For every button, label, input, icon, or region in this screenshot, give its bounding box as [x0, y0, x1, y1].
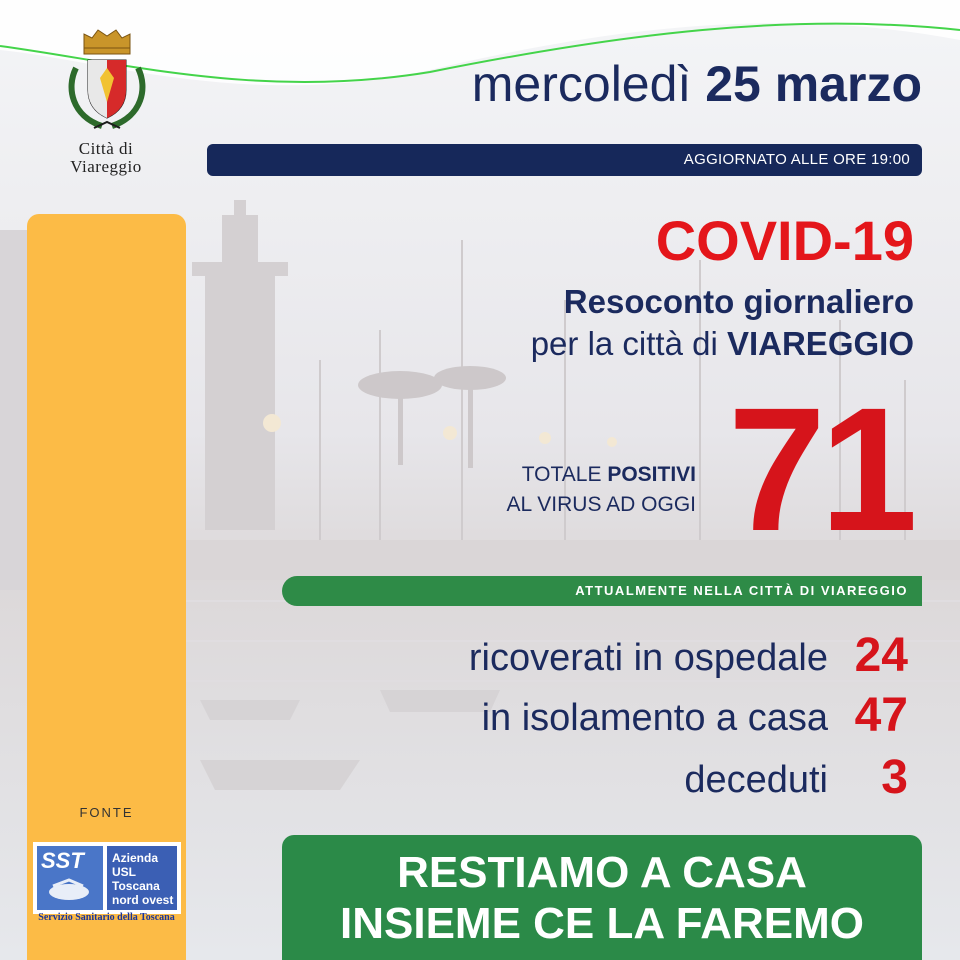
- logo-line1: Azienda: [112, 851, 158, 865]
- report-subtitle: Resoconto giornaliero: [563, 283, 914, 320]
- left-accent-strip: [27, 214, 186, 960]
- update-time-text: AGGIORNATO ALLE ORE 19:00: [683, 151, 910, 168]
- subtitle-prefix: per la città di: [530, 325, 718, 362]
- source-label: FONTE: [79, 805, 134, 820]
- total-positive-value: 71: [728, 372, 918, 568]
- logo-line2: USL: [112, 865, 136, 879]
- logo-line4: nord ovest: [112, 893, 173, 907]
- total-label-c: AL VIRUS AD OGGI: [506, 493, 696, 516]
- city-name-line1: Città di: [78, 139, 134, 158]
- total-positive-label: TOTALE POSITIVI AL VIRUS AD OGGI: [507, 460, 696, 520]
- day-name: mercoledì: [471, 56, 692, 112]
- source-caption: Servizio Sanitario della Toscana: [38, 912, 175, 923]
- covid-title: COVID-19: [655, 209, 914, 272]
- stat-value-isolated: 47: [854, 689, 908, 742]
- total-label-b: POSITIVI: [607, 463, 696, 486]
- sst-usl-logo: SST Azienda USL Toscana nord ovest: [33, 842, 181, 914]
- date-value: 25 marzo: [705, 56, 922, 112]
- report-subtitle-city: per la città di VIAREGGIO: [531, 324, 914, 364]
- section-bar: ATTUALMENTE NELLA CITTÀ DI VIAREGGIO: [282, 576, 922, 606]
- section-bar-text: ATTUALMENTE NELLA CITTÀ DI VIAREGGIO: [575, 583, 908, 598]
- banner-line2: INSIEME CE LA FAREMO: [340, 899, 864, 948]
- date-headline: mercoledì 25 marzo: [472, 52, 922, 116]
- total-label-a: TOTALE: [521, 463, 602, 486]
- city-name-line2: Viareggio: [70, 157, 142, 176]
- stat-label-hospitalized: ricoverati in ospedale: [468, 637, 828, 679]
- update-bar: AGGIORNATO ALLE ORE 19:00: [207, 144, 922, 176]
- city-crest-logo: [68, 29, 146, 129]
- logo-line3: Toscana: [112, 879, 160, 893]
- sst-logo-text: SST: [41, 848, 85, 873]
- stat-label-isolated: in isolamento a casa: [481, 697, 828, 739]
- stat-value-deceased: 3: [881, 751, 908, 804]
- city-name: Città di Viareggio: [40, 140, 172, 176]
- stat-value-hospitalized: 24: [854, 629, 908, 682]
- stat-label-deceased: deceduti: [684, 759, 828, 801]
- stay-home-banner: RESTIAMO A CASA INSIEME CE LA FAREMO: [282, 835, 922, 960]
- subtitle-city: VIAREGGIO: [726, 325, 914, 362]
- banner-line1: RESTIAMO A CASA: [397, 848, 807, 897]
